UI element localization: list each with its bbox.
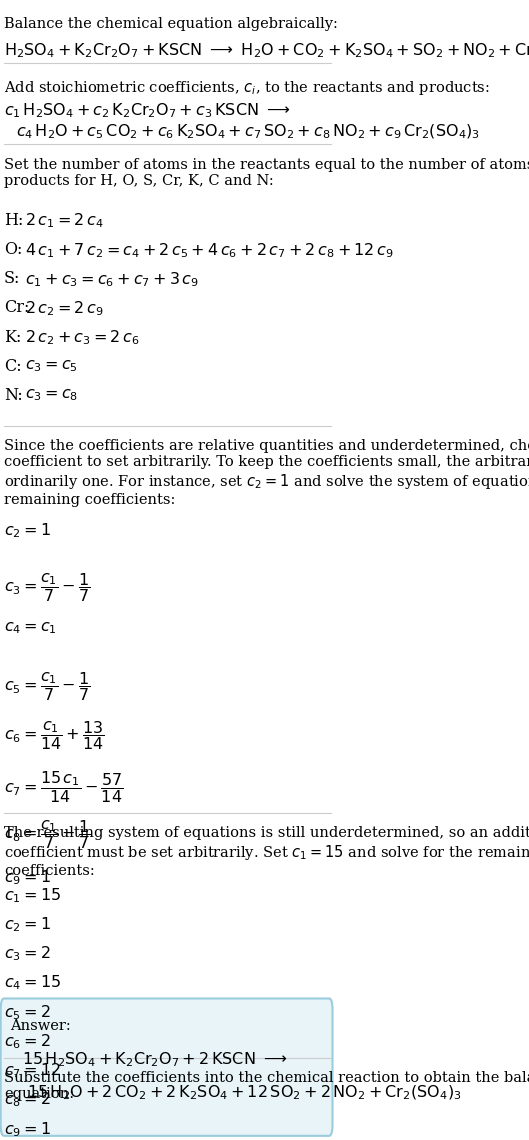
Text: C:: C: xyxy=(4,358,22,375)
Text: $15\,\mathrm{H_2SO_4} + \mathrm{K_2Cr_2O_7} + 2\,\mathrm{KSCN} \ \longrightarrow: $15\,\mathrm{H_2SO_4} + \mathrm{K_2Cr_2O… xyxy=(22,1050,287,1069)
Text: $4\,c_1 + 7\,c_2 = c_4 + 2\,c_5 + 4\,c_6 + 2\,c_7 + 2\,c_8 + 12\,c_9$: $4\,c_1 + 7\,c_2 = c_4 + 2\,c_5 + 4\,c_6… xyxy=(25,241,394,260)
Text: The resulting system of equations is still underdetermined, so an additional
coe: The resulting system of equations is sti… xyxy=(4,826,529,878)
Text: $c_2 = 1$: $c_2 = 1$ xyxy=(4,915,51,934)
Text: $c_7 = \dfrac{15\,c_1}{14} - \dfrac{57}{14}$: $c_7 = \dfrac{15\,c_1}{14} - \dfrac{57}{… xyxy=(4,768,123,805)
Text: Add stoichiometric coefficients, $c_i$, to the reactants and products:: Add stoichiometric coefficients, $c_i$, … xyxy=(4,79,490,97)
Text: $c_5 = 2$: $c_5 = 2$ xyxy=(4,1003,51,1021)
FancyBboxPatch shape xyxy=(1,999,333,1135)
Text: Substitute the coefficients into the chemical reaction to obtain the balanced
eq: Substitute the coefficients into the che… xyxy=(4,1070,529,1101)
Text: $c_6 = 2$: $c_6 = 2$ xyxy=(4,1032,51,1051)
Text: $c_8 = \dfrac{c_1}{7} - \dfrac{1}{7}$: $c_8 = \dfrac{c_1}{7} - \dfrac{1}{7}$ xyxy=(4,819,90,852)
Text: $2\,c_1 = 2\,c_4$: $2\,c_1 = 2\,c_4$ xyxy=(25,212,104,230)
Text: $c_9 = 1$: $c_9 = 1$ xyxy=(4,1121,51,1139)
Text: S:: S: xyxy=(4,270,21,287)
Text: Cr:: Cr: xyxy=(4,300,30,317)
Text: $c_2 = 1$: $c_2 = 1$ xyxy=(4,521,51,540)
Text: Answer:: Answer: xyxy=(10,1019,71,1033)
Text: $c_8 = 2$: $c_8 = 2$ xyxy=(4,1091,51,1109)
Text: Since the coefficients are relative quantities and underdetermined, choose a
coe: Since the coefficients are relative quan… xyxy=(4,439,529,507)
Text: K:: K: xyxy=(4,328,21,345)
Text: O:: O: xyxy=(4,241,22,258)
Text: $c_3 = c_5$: $c_3 = c_5$ xyxy=(25,358,78,374)
Text: N:: N: xyxy=(4,388,23,405)
Text: $c_4\,\mathrm{H_2O} + c_5\,\mathrm{CO_2} + c_6\,\mathrm{K_2SO_4} + c_7\,\mathrm{: $c_4\,\mathrm{H_2O} + c_5\,\mathrm{CO_2}… xyxy=(16,123,480,141)
Text: $c_3 = \dfrac{c_1}{7} - \dfrac{1}{7}$: $c_3 = \dfrac{c_1}{7} - \dfrac{1}{7}$ xyxy=(4,571,90,604)
Text: $c_5 = \dfrac{c_1}{7} - \dfrac{1}{7}$: $c_5 = \dfrac{c_1}{7} - \dfrac{1}{7}$ xyxy=(4,670,90,702)
Text: $c_4 = c_1$: $c_4 = c_1$ xyxy=(4,620,57,636)
Text: $c_6 = \dfrac{c_1}{14} + \dfrac{13}{14}$: $c_6 = \dfrac{c_1}{14} + \dfrac{13}{14}$ xyxy=(4,719,104,752)
Text: $c_3 = c_8$: $c_3 = c_8$ xyxy=(25,388,78,402)
Text: $2\,c_2 = 2\,c_9$: $2\,c_2 = 2\,c_9$ xyxy=(25,300,104,318)
Text: Balance the chemical equation algebraically:: Balance the chemical equation algebraica… xyxy=(4,17,338,31)
Text: $c_3 = 2$: $c_3 = 2$ xyxy=(4,944,51,963)
Text: Set the number of atoms in the reactants equal to the number of atoms in the
pro: Set the number of atoms in the reactants… xyxy=(4,157,529,188)
Text: $c_7 = 12$: $c_7 = 12$ xyxy=(4,1061,61,1081)
Text: $c_1 = 15$: $c_1 = 15$ xyxy=(4,886,61,905)
Text: $15\,\mathrm{H_2O} + 2\,\mathrm{CO_2} + 2\,\mathrm{K_2SO_4} + 12\,\mathrm{SO_2} : $15\,\mathrm{H_2O} + 2\,\mathrm{CO_2} + … xyxy=(27,1084,461,1102)
Text: $c_9 = 1$: $c_9 = 1$ xyxy=(4,868,51,887)
Text: H:: H: xyxy=(4,212,23,229)
Text: $c_1\,\mathrm{H_2SO_4} + c_2\,\mathrm{K_2Cr_2O_7} + c_3\,\mathrm{KSCN} \ \longri: $c_1\,\mathrm{H_2SO_4} + c_2\,\mathrm{K_… xyxy=(4,101,291,120)
Text: $c_1 + c_3 = c_6 + c_7 + 3\,c_9$: $c_1 + c_3 = c_6 + c_7 + 3\,c_9$ xyxy=(25,270,199,288)
Text: $\mathrm{H_2SO_4 + K_2Cr_2O_7 + KSCN \ \longrightarrow \ H_2O + CO_2 + K_2SO_4 +: $\mathrm{H_2SO_4 + K_2Cr_2O_7 + KSCN \ \… xyxy=(4,42,529,60)
Text: $2\,c_2 + c_3 = 2\,c_6$: $2\,c_2 + c_3 = 2\,c_6$ xyxy=(25,328,140,348)
Text: $c_4 = 15$: $c_4 = 15$ xyxy=(4,974,61,993)
